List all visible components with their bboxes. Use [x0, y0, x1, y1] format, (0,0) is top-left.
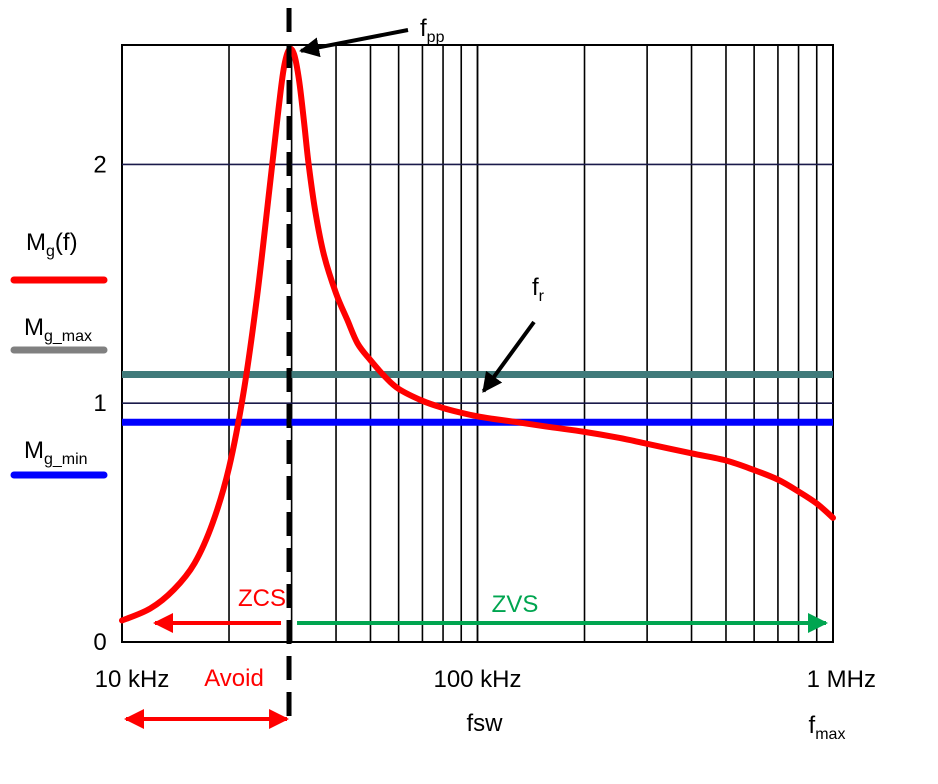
zvs-label: ZVS: [492, 591, 539, 618]
zcs-label: ZCS: [238, 585, 286, 612]
legend-label-mg-min: Mg_min: [24, 437, 88, 468]
x-tick-label: 10 kHz: [95, 666, 170, 693]
fr-arrow: [481, 320, 536, 393]
y-tick-labels: 0 1 2: [93, 151, 106, 656]
x-tick-label: 100 kHz: [433, 666, 521, 693]
fr-annotation: fr: [481, 274, 545, 393]
grid-vertical-lines: [228, 45, 818, 642]
fr-label: fr: [532, 274, 545, 305]
legend-label-mg-max: Mg_max: [24, 314, 92, 345]
fmax-label: fmax: [809, 712, 846, 743]
y-tick-label: 2: [93, 151, 106, 178]
x-axis-label: fsw: [467, 710, 504, 737]
x-tick-labels: 10 kHz 100 kHz 1 MHz: [95, 666, 876, 693]
mg-curve: [119, 45, 836, 624]
fpp-arrow: [299, 28, 409, 58]
legend: Mg(f) Mg_max Mg_min: [10, 229, 108, 479]
fpp-label: fpp: [420, 15, 445, 46]
region-arrows: ZCS ZVS Avoid: [124, 585, 828, 729]
legend-label-mg: Mg(f): [26, 229, 78, 260]
fpp-annotation: fpp: [299, 15, 445, 58]
avoid-label: Avoid: [204, 665, 264, 692]
y-tick-label: 1: [93, 390, 106, 417]
x-tick-label: 1 MHz: [807, 666, 876, 693]
y-tick-label: 0: [93, 629, 106, 656]
